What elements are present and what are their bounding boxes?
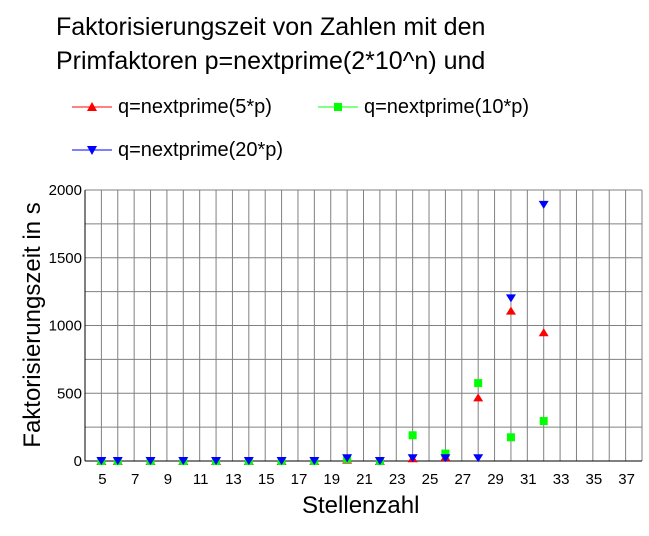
data-point-series-3 [309, 457, 320, 465]
legend-item-series-2: q=nextprime(10*p) [318, 95, 529, 119]
data-point-series-2 [408, 431, 417, 440]
x-tick-label: 27 [454, 471, 471, 488]
x-tick-label: 7 [131, 471, 139, 488]
x-tick-label: 25 [422, 471, 439, 488]
y-tick-label: 0 [74, 453, 82, 470]
x-tick-label: 31 [520, 471, 537, 488]
legend-marker-square-icon [318, 103, 358, 111]
grid [84, 189, 643, 462]
x-tick-label: 37 [618, 471, 635, 488]
legend-item-series-1: q=nextprime(5*p) [72, 95, 272, 119]
data-point-series-3 [211, 457, 222, 465]
x-tick-label: 29 [487, 471, 504, 488]
data-point-series-3 [505, 294, 516, 303]
x-tick-label: 33 [553, 471, 570, 488]
chart-title-line-2: Primfaktoren p=nextprime(2*10^n) und [56, 47, 486, 75]
chart-title-line-1: Faktorisierungszeit von Zahlen mit den [56, 13, 486, 41]
x-tick-label: 15 [258, 471, 275, 488]
data-point-series-3 [243, 457, 254, 465]
x-tick-label: 13 [225, 471, 242, 488]
data-point-series-3 [112, 457, 123, 465]
legend-label-series-2: q=nextprime(10*p) [364, 96, 530, 118]
data-point-series-2 [506, 433, 515, 442]
y-tick-label: 1000 [49, 318, 82, 335]
x-tick-label: 19 [323, 471, 340, 488]
data-point-series-3 [440, 454, 451, 463]
legend-label-series-3: q=nextprime(20*p) [118, 139, 284, 161]
x-tick-label: 5 [98, 471, 106, 488]
data-point-series-2 [474, 379, 483, 388]
x-tick-label: 11 [193, 471, 209, 488]
legend-marker-triangle-down-icon [72, 146, 112, 155]
x-tick-label: 21 [356, 471, 373, 488]
legend-marker-triangle-up-icon [72, 102, 112, 111]
legend-item-series-3: q=nextprime(20*p) [72, 138, 283, 162]
tick-labels: 5 7 9 11 13 15 17 19 21 23 25 27 29 31 33 35 37 0 500 1000 1… [49, 182, 635, 488]
chart-title: Faktorisierungszeit von Zahlen mit den P… [56, 10, 616, 78]
legend-swatch-series-3 [72, 143, 112, 157]
data-point-series-3 [276, 457, 287, 465]
x-axis-label: Stellenzahl [302, 492, 420, 519]
data-point-series-3 [145, 457, 156, 465]
data-point-series-1 [538, 328, 549, 337]
y-tick-label: 500 [57, 385, 82, 402]
data-point-series-3 [342, 454, 353, 463]
x-tick-label: 23 [389, 471, 406, 488]
y-tick-label: 1500 [49, 250, 82, 267]
data-point-series-3 [473, 454, 484, 463]
legend-swatch-series-1 [72, 100, 112, 114]
data-point-series-3 [407, 454, 418, 463]
axes [84, 190, 642, 462]
y-tick-label: 2000 [49, 182, 82, 199]
data-point-series-2 [539, 417, 548, 426]
data-point-series-3 [96, 457, 107, 465]
data-point-series-3 [178, 457, 189, 465]
data-point-series-1 [505, 306, 516, 315]
legend-swatch-series-2 [318, 100, 358, 114]
legend-label-series-1: q=nextprime(5*p) [118, 96, 272, 118]
data-point-series-1 [473, 393, 484, 402]
data-points [96, 200, 549, 465]
x-tick-label: 35 [586, 471, 603, 488]
data-point-series-3 [538, 200, 549, 209]
x-tick-label: 17 [291, 471, 308, 488]
data-point-series-2 [441, 449, 450, 458]
x-tick-label: 9 [164, 471, 172, 488]
data-point-series-3 [374, 457, 385, 465]
